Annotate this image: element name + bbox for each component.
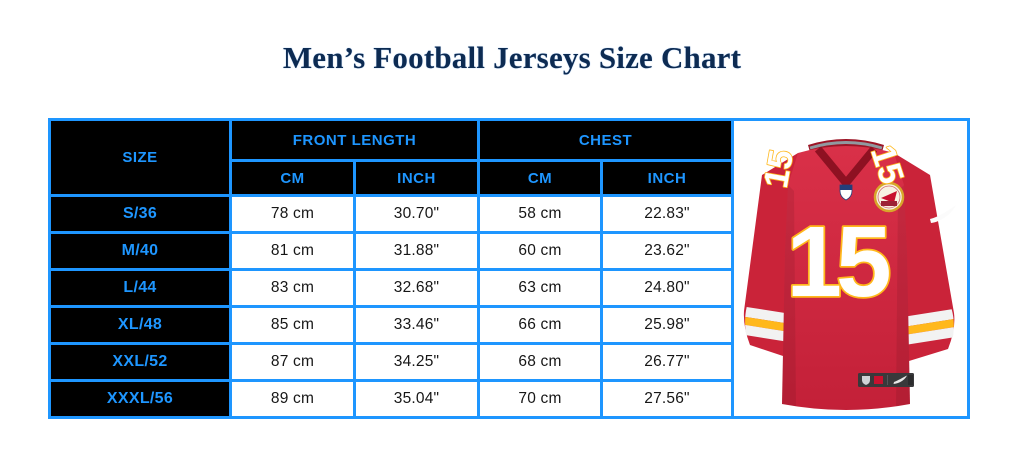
page-title: Men’s Football Jerseys Size Chart (282, 40, 742, 75)
jersey-photo: 15 15 15 (731, 121, 967, 416)
cell-front-cm: 87 cm (232, 345, 353, 379)
jersey-illustration: 15 15 15 (738, 139, 961, 410)
header-chest: CHEST (480, 121, 731, 159)
header-chest-cm: CM (480, 162, 600, 194)
cell-chest-inch: 26.77" (603, 345, 731, 379)
cell-chest-inch: 22.83" (603, 197, 731, 231)
cell-chest-inch: 23.62" (603, 234, 731, 268)
cell-front-inch: 30.70" (356, 197, 477, 231)
cell-chest-cm: 58 cm (480, 197, 600, 231)
row-label-xxxl56: XXXL/56 (51, 382, 229, 416)
cell-front-inch: 34.25" (356, 345, 477, 379)
header-front-length: FRONT LENGTH (232, 121, 477, 159)
cell-front-cm: 83 cm (232, 271, 353, 305)
cell-front-inch: 32.68" (356, 271, 477, 305)
cell-front-inch: 31.88" (356, 234, 477, 268)
cell-chest-cm: 63 cm (480, 271, 600, 305)
cell-front-inch: 35.04" (356, 382, 477, 416)
cell-chest-cm: 68 cm (480, 345, 600, 379)
size-table: SIZE FRONT LENGTH CHEST CM INCH CM INCH … (51, 121, 731, 416)
cell-chest-inch: 25.98" (603, 308, 731, 342)
jersey-body (782, 146, 910, 410)
cell-chest-cm: 70 cm (480, 382, 600, 416)
cell-chest-cm: 60 cm (480, 234, 600, 268)
header-chest-inch: INCH (603, 162, 731, 194)
jersey-chest-number: 15 (786, 206, 889, 318)
row-label-l44: L/44 (51, 271, 229, 305)
header-front-cm: CM (232, 162, 353, 194)
cell-front-cm: 81 cm (232, 234, 353, 268)
cell-chest-cm: 66 cm (480, 308, 600, 342)
row-label-m40: M/40 (51, 234, 229, 268)
nfl-shield-icon (839, 184, 853, 201)
cell-front-cm: 89 cm (232, 382, 353, 416)
cell-chest-inch: 27.56" (603, 382, 731, 416)
cell-front-inch: 33.46" (356, 308, 477, 342)
swoosh-icon (930, 205, 956, 223)
team-patch-icon (873, 181, 905, 213)
row-label-xxl52: XXL/52 (51, 345, 229, 379)
row-label-s36: S/36 (51, 197, 229, 231)
size-chart-panel: SIZE FRONT LENGTH CHEST CM INCH CM INCH … (48, 118, 970, 419)
cell-front-cm: 78 cm (232, 197, 353, 231)
header-front-inch: INCH (356, 162, 477, 194)
jock-tag (858, 373, 914, 387)
cell-front-cm: 85 cm (232, 308, 353, 342)
jersey-collar (814, 146, 878, 187)
cell-chest-inch: 24.80" (603, 271, 731, 305)
row-label-xl48: XL/48 (51, 308, 229, 342)
jersey-left-shoulder-number: 15 (757, 147, 801, 191)
header-size: SIZE (51, 121, 229, 194)
